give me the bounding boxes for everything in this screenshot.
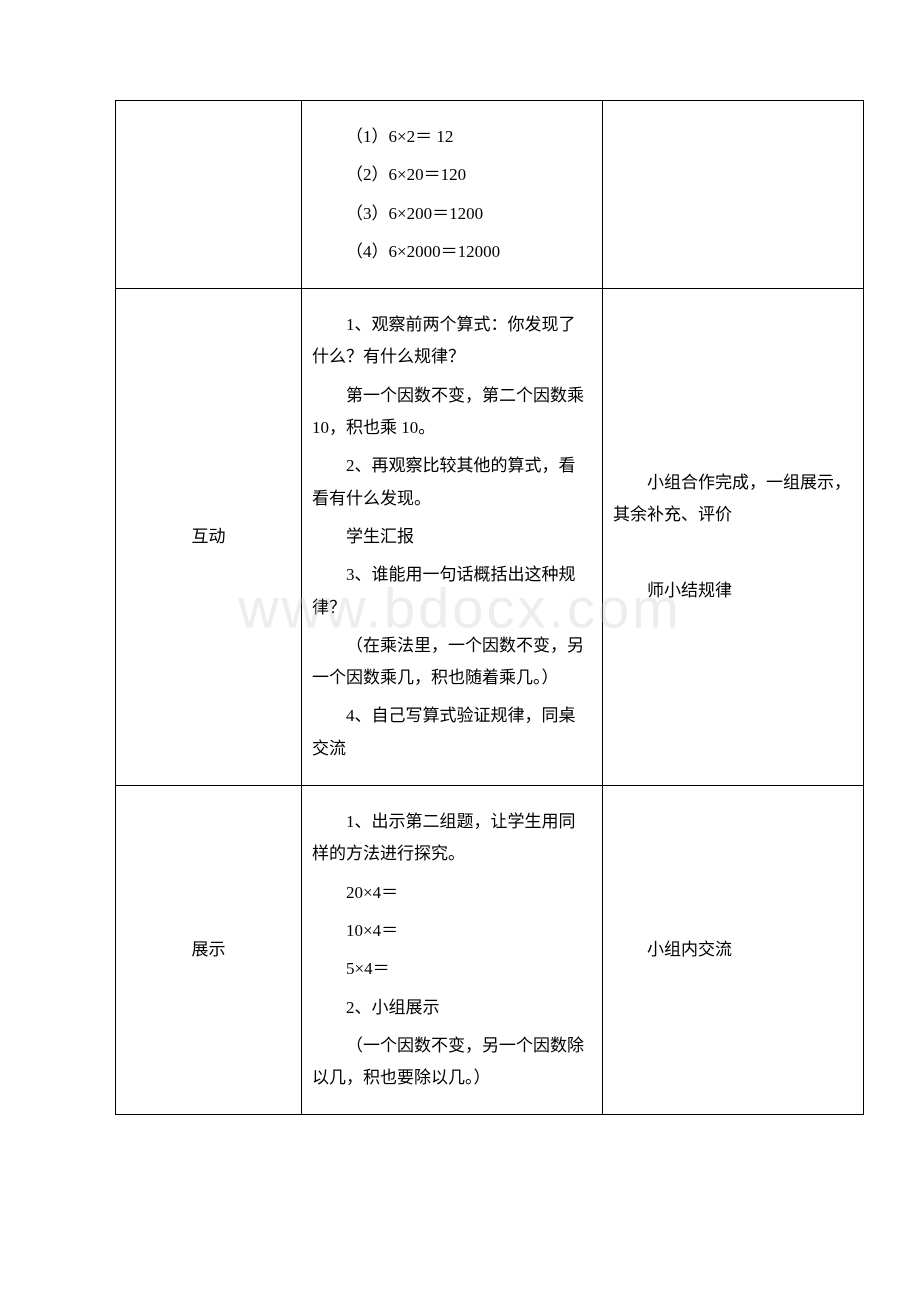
content-paragraph: 10×4＝ <box>312 915 592 947</box>
row-label-cell: 展示 <box>116 786 302 1115</box>
note-paragraph <box>613 537 853 569</box>
note-paragraph: 小组内交流 <box>613 934 853 966</box>
content-paragraph: （在乘法里，一个因数不变，另一个因数乘几，积也随着乘几。） <box>312 630 592 695</box>
row-content-cell: （1）6×2＝ 12 （2）6×20＝120 （3）6×200＝1200 （4）6×2… <box>302 101 603 289</box>
content-paragraph: 学生汇报 <box>312 521 592 553</box>
content-paragraph: 2、小组展示 <box>312 992 592 1024</box>
row-label-cell: 互动 <box>116 289 302 786</box>
row-content-cell: 1、观察前两个算式：你发现了什么？有什么规律？第一个因数不变，第二个因数乘 10… <box>302 289 603 786</box>
content-paragraph: 1、出示第二组题，让学生用同样的方法进行探究。 <box>312 806 592 871</box>
content-paragraph: 3、谁能用一句话概括出这种规律？ <box>312 559 592 624</box>
content-paragraph: 1、观察前两个算式：你发现了什么？有什么规律？ <box>312 309 592 374</box>
row-content-cell: 1、出示第二组题，让学生用同样的方法进行探究。 20×4＝ 10×4＝ 5×4＝ 2、小… <box>302 786 603 1115</box>
note-paragraph: 师小结规律 <box>613 575 853 607</box>
content-paragraph: 2、再观察比较其他的算式，看看有什么发现。 <box>312 450 592 515</box>
document-page: （1）6×2＝ 12 （2）6×20＝120 （3）6×200＝1200 （4）6×2… <box>0 0 920 1215</box>
table-row: 展示1、出示第二组题，让学生用同样的方法进行探究。 20×4＝ 10×4＝ 5×4＝ 2… <box>116 786 864 1115</box>
row-note-cell: 小组合作完成，一组展示，其余补充、评价 师小结规律 <box>603 289 864 786</box>
content-paragraph: （2）6×20＝120 <box>312 159 592 191</box>
table-row: （1）6×2＝ 12 （2）6×20＝120 （3）6×200＝1200 （4）6×2… <box>116 101 864 289</box>
content-paragraph: （3）6×200＝1200 <box>312 198 592 230</box>
content-paragraph: 4、自己写算式验证规律，同桌交流 <box>312 700 592 765</box>
lesson-table: （1）6×2＝ 12 （2）6×20＝120 （3）6×200＝1200 （4）6×2… <box>115 100 864 1115</box>
row-label-cell <box>116 101 302 289</box>
content-paragraph: 5×4＝ <box>312 953 592 985</box>
content-paragraph: 20×4＝ <box>312 877 592 909</box>
row-note-cell: 小组内交流 <box>603 786 864 1115</box>
table-row: 互动1、观察前两个算式：你发现了什么？有什么规律？第一个因数不变，第二个因数乘 … <box>116 289 864 786</box>
note-paragraph: 小组合作完成，一组展示，其余补充、评价 <box>613 467 853 532</box>
content-paragraph: （1）6×2＝ 12 <box>312 121 592 153</box>
content-paragraph: （4）6×2000＝12000 <box>312 236 592 268</box>
content-paragraph: （一个因数不变，另一个因数除以几，积也要除以几。） <box>312 1030 592 1095</box>
row-note-cell <box>603 101 864 289</box>
content-paragraph: 第一个因数不变，第二个因数乘 10，积也乘 10。 <box>312 380 592 445</box>
